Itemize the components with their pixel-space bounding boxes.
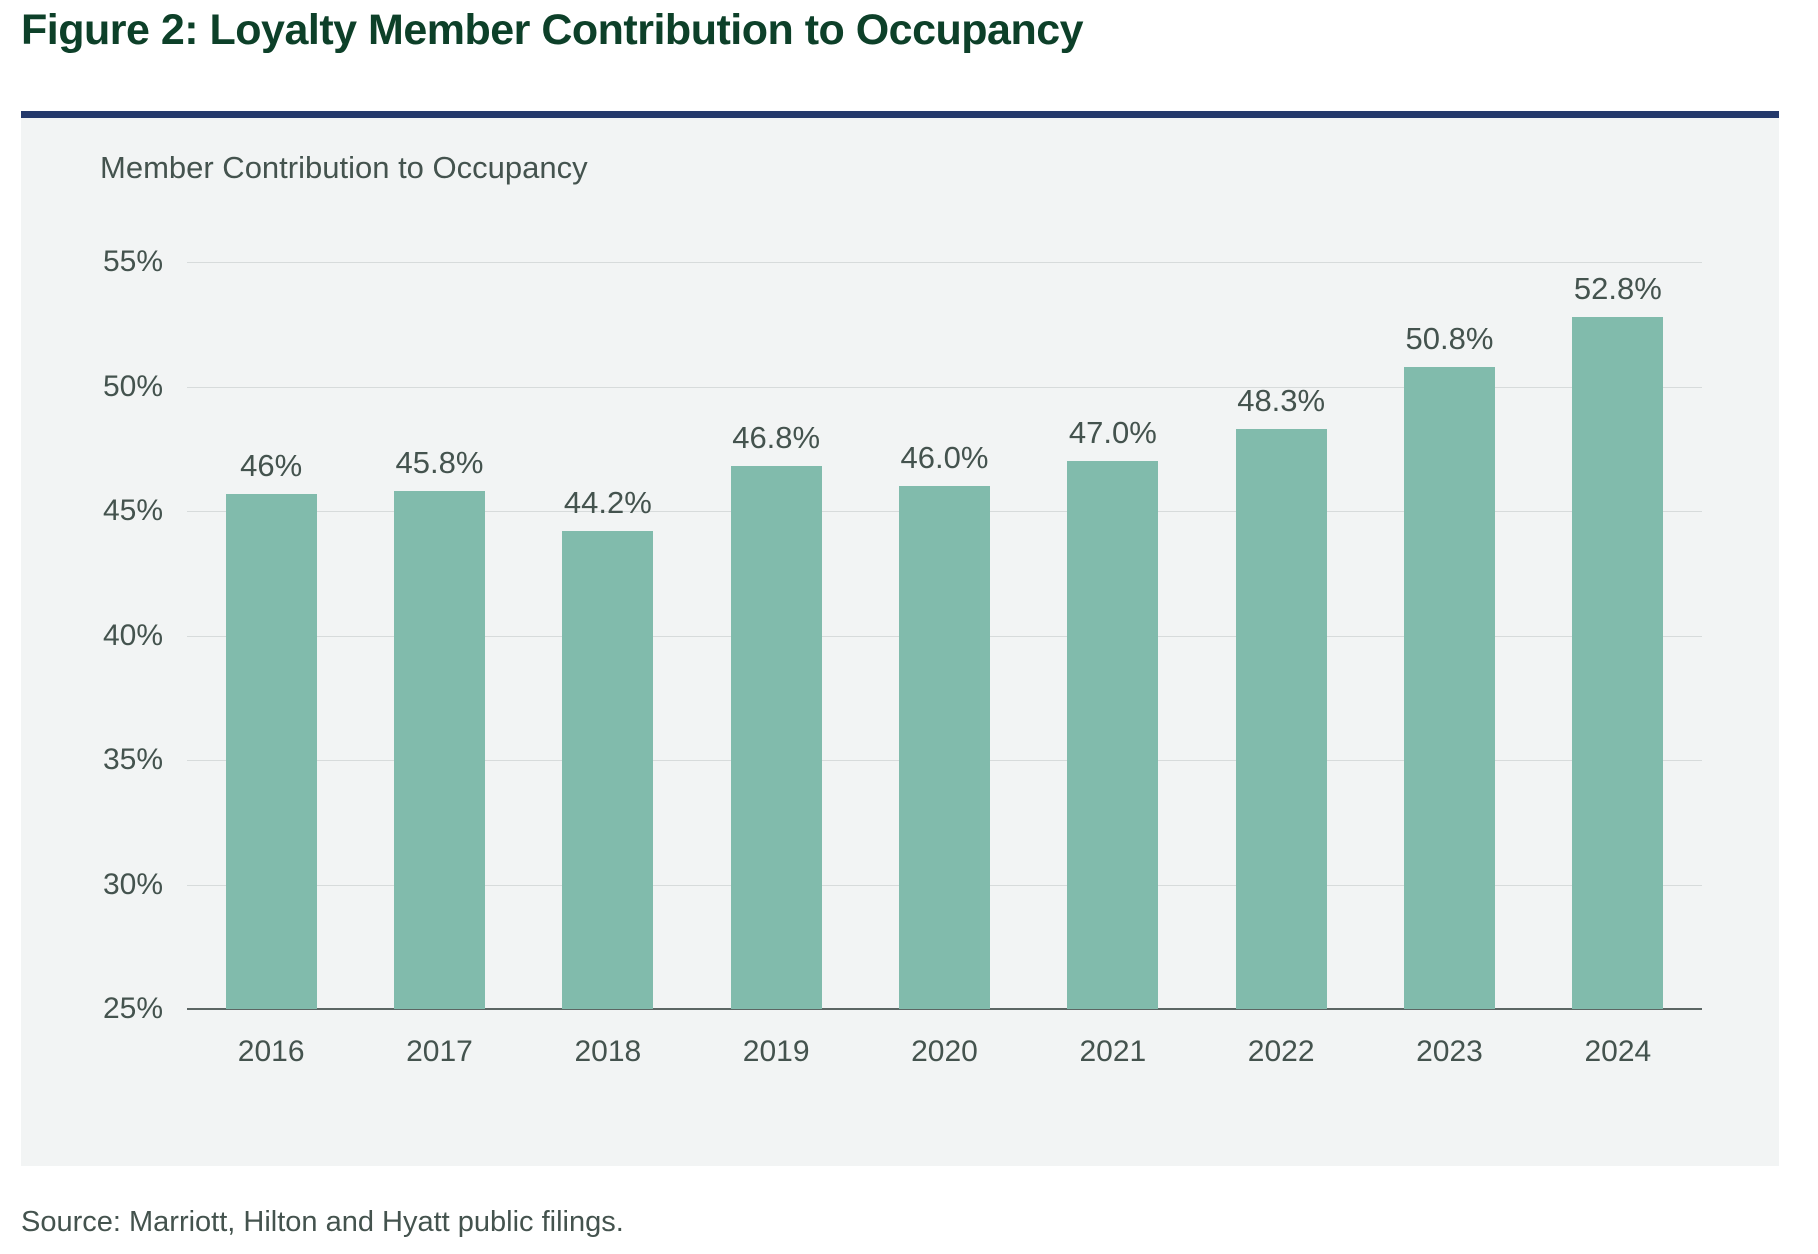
bar-value-label: 44.2% [563,484,652,520]
bar [1067,461,1159,1009]
x-axis-label: 2022 [1247,1035,1315,1068]
x-axis-line [187,1008,1702,1010]
y-axis-tick-label: 40% [103,618,164,652]
y-axis-tick-label: 25% [103,992,164,1025]
x-axis-label: 2021 [1079,1035,1147,1068]
y-axis-tick-label: 35% [103,743,164,776]
x-axis-label: 2018 [574,1035,642,1068]
bar [562,530,654,1009]
bar [225,493,317,1009]
y-axis-tick-label: 50% [103,369,164,403]
bar-value-label: 48.3% [1237,382,1326,418]
bar [394,491,485,1009]
bar-value-label: 46.0% [900,440,989,476]
chart-title: Member Contribution to Occupancy [100,150,588,185]
y-axis-tick-label: 30% [103,867,164,901]
bar-value-label: 47.0% [1068,415,1157,451]
bar-value-label: 46% [240,447,303,483]
bar-value-label: 50.8% [1405,320,1494,356]
figure-title: Figure 2: Loyalty Member Contribution to… [21,6,1084,54]
source-note: Source: Marriott, Hilton and Hyatt publi… [21,1206,624,1238]
x-axis-label: 2017 [406,1035,473,1068]
x-axis-label: 2019 [742,1035,810,1068]
x-axis-label: 2023 [1416,1035,1483,1068]
bar-value-label: 45.8% [395,445,484,481]
bar [730,466,822,1009]
bar-value-label: 46.8% [732,420,821,456]
title-rule [21,111,1779,118]
x-axis-label: 2020 [911,1035,978,1068]
bar [899,486,990,1009]
bar [1235,428,1327,1009]
y-axis-tick-label: 55% [103,245,164,278]
x-axis-label: 2024 [1584,1035,1652,1068]
bar-value-label: 52.8% [1573,270,1662,306]
gridline [187,386,1702,388]
bar [1572,316,1664,1009]
y-axis-tick-label: 45% [103,494,164,527]
bar [1404,366,1495,1009]
x-axis-label: 2016 [237,1035,305,1068]
gridline [187,262,1702,263]
